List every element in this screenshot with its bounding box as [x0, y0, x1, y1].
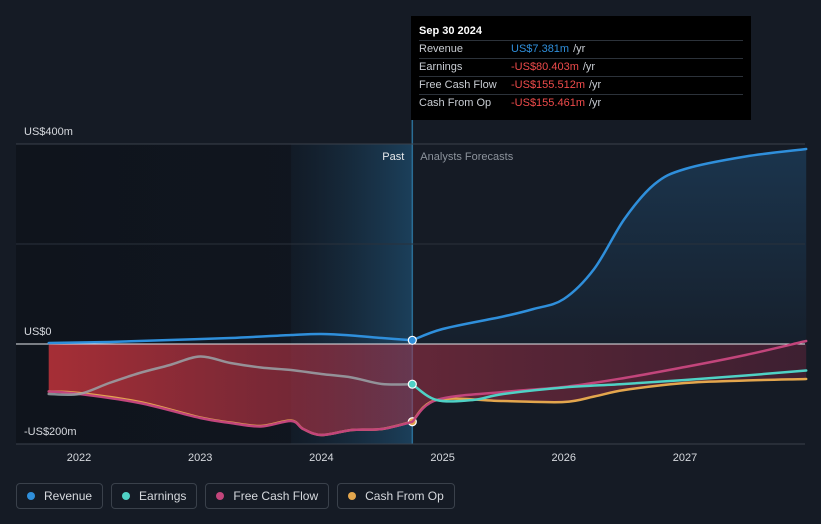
- tooltip-row-free-cash-flow: Free Cash Flow -US$155.512m/yr: [419, 76, 743, 94]
- legend: Revenue Earnings Free Cash Flow Cash From O…: [16, 483, 455, 509]
- negative-area: [48, 344, 807, 436]
- x-tick-2027: 2027: [673, 452, 697, 464]
- free-cash-flow-line-past: [47, 390, 414, 437]
- revenue-line-past: [47, 332, 414, 345]
- tooltip-date: Sep 30 2024: [419, 25, 482, 37]
- tooltip-label: Revenue: [419, 43, 464, 55]
- legend-label: Revenue: [44, 489, 93, 503]
- tooltip-label: Earnings: [419, 61, 463, 73]
- tooltip-row-revenue: Revenue US$7.381m/yr: [419, 40, 743, 58]
- tooltip-unit: /yr: [589, 79, 602, 91]
- y-label-top: US$400m: [24, 126, 73, 138]
- legend-label: Free Cash Flow: [233, 489, 319, 503]
- free-cash-flow-line-forecast: [411, 339, 808, 424]
- legend-label: Cash From Op: [365, 489, 444, 503]
- tooltip-value: -US$80.403m: [511, 61, 579, 73]
- legend-dot-icon: [348, 492, 357, 500]
- x-tick-2024: 2024: [309, 452, 333, 464]
- earnings-marker: [407, 379, 417, 389]
- legend-label: Earnings: [139, 489, 187, 503]
- tooltip-unit: /yr: [589, 97, 602, 109]
- cash-from-op-line-forecast: [411, 377, 808, 423]
- legend-item-revenue[interactable]: Revenue: [16, 483, 104, 509]
- past-label: Past: [382, 151, 404, 163]
- legend-item-earnings[interactable]: Earnings: [111, 483, 198, 509]
- earnings-line-forecast: [411, 369, 808, 403]
- tooltip-value: US$7.381m: [511, 43, 570, 55]
- tooltip-value: -US$155.512m: [511, 79, 585, 91]
- tooltip-unit: /yr: [573, 43, 586, 55]
- tooltip-label: Free Cash Flow: [419, 79, 497, 91]
- forecast-label: Analysts Forecasts: [420, 151, 513, 163]
- earnings-series: [47, 355, 808, 403]
- earnings-line-past: [47, 355, 414, 397]
- tooltip-row-cash-from-op: Cash From Op -US$155.461m/yr: [419, 94, 743, 112]
- revenue-line-forecast: [411, 147, 808, 342]
- tooltip-label: Cash From Op: [419, 97, 492, 109]
- revenue-marker: [407, 335, 417, 345]
- free-cash-flow-series: [47, 339, 808, 437]
- legend-dot-icon: [27, 492, 35, 500]
- tooltip-row-earnings: Earnings -US$80.403m/yr: [419, 58, 743, 76]
- tooltip: Sep 30 2024 Revenue US$7.381m/yr Earnings -…: [411, 16, 751, 120]
- tooltip-value: -US$155.461m: [511, 97, 585, 109]
- y-label-bottom: -US$200m: [24, 426, 77, 438]
- y-label-zero: US$0: [24, 326, 52, 338]
- revenue-series: [47, 147, 808, 345]
- legend-item-cash-from-op[interactable]: Cash From Op: [337, 483, 455, 509]
- revenue-area: [48, 149, 807, 344]
- x-tick-2025: 2025: [430, 452, 454, 464]
- x-tick-2022: 2022: [67, 452, 91, 464]
- tooltip-unit: /yr: [582, 61, 596, 73]
- legend-dot-icon: [122, 492, 131, 500]
- x-tick-2023: 2023: [188, 452, 212, 464]
- legend-item-free-cash-flow[interactable]: Free Cash Flow: [205, 483, 330, 509]
- x-tick-2026: 2026: [552, 452, 576, 464]
- legend-dot-icon: [216, 492, 225, 500]
